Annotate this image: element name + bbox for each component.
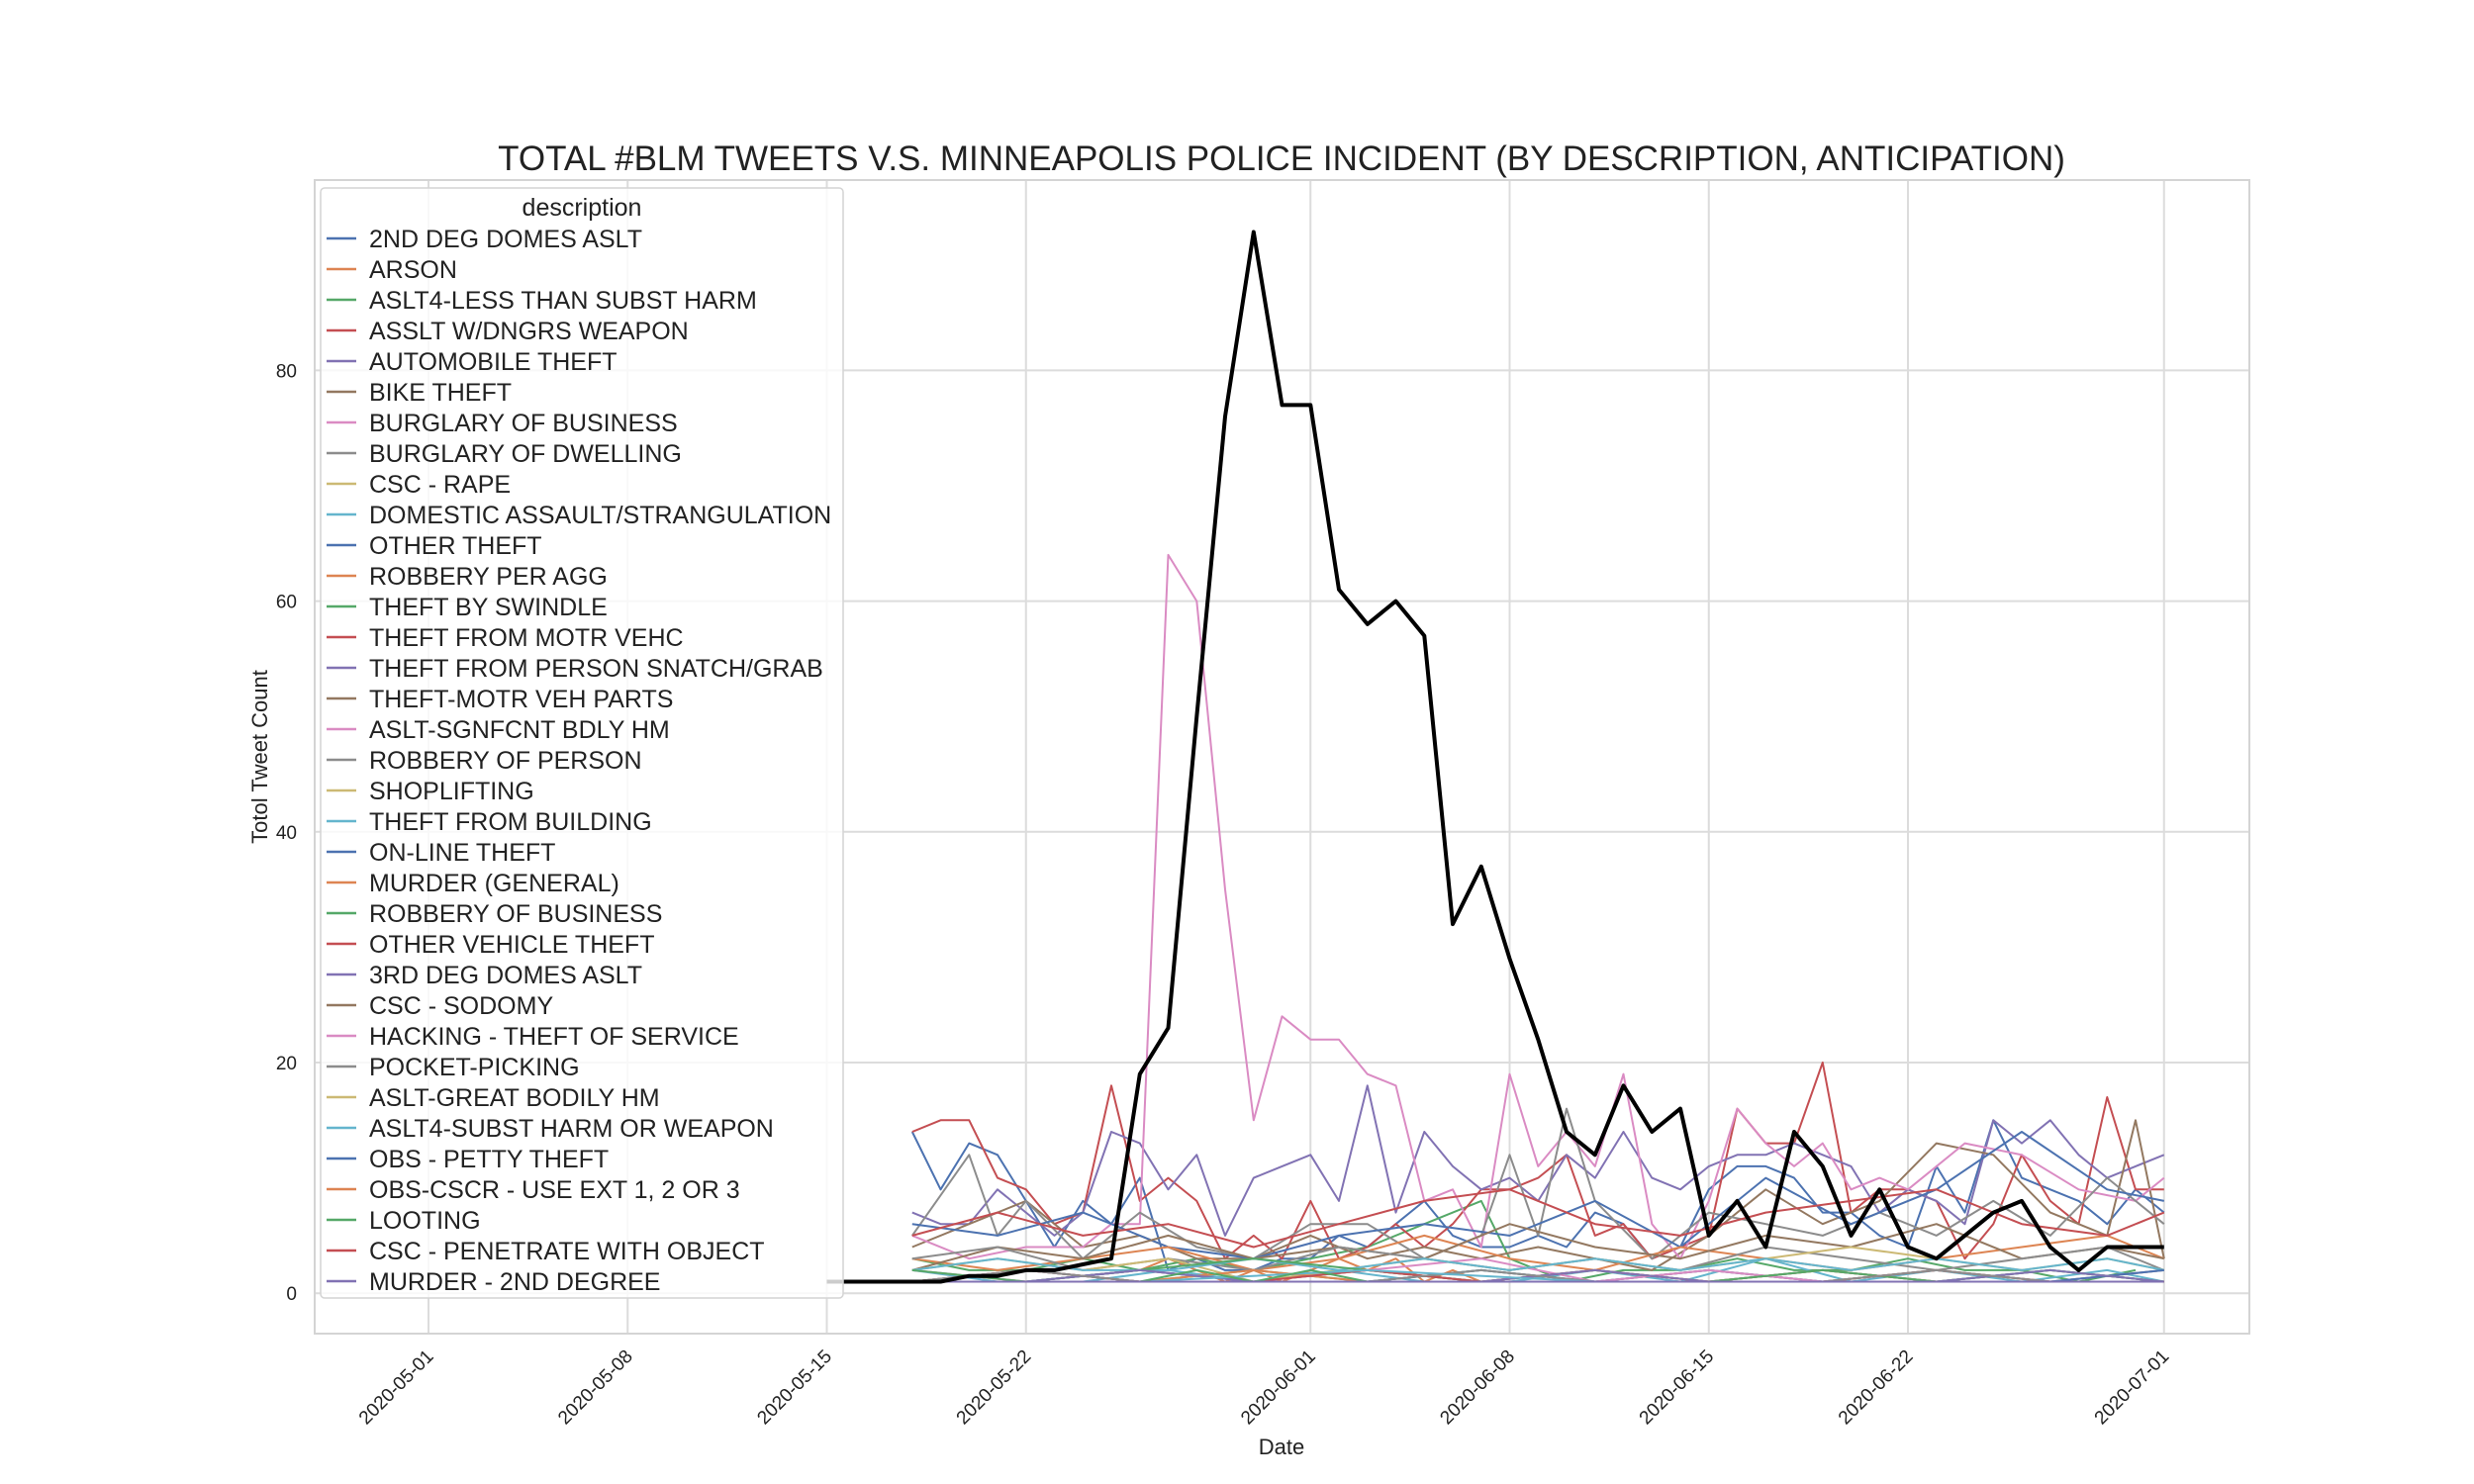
legend-item-label: ARSON	[369, 256, 457, 284]
legend-item-label: CSC - SODOMY	[369, 992, 553, 1020]
series-line	[911, 1257, 2164, 1271]
tweet-count-line	[826, 230, 2164, 1284]
y-tick-label: 0	[286, 1284, 297, 1305]
x-tick-label: 2020-06-22	[1835, 1346, 1918, 1430]
legend-item-label: BURGLARY OF DWELLING	[369, 440, 682, 468]
legend-item-label: ROBBERY OF PERSON	[369, 747, 642, 775]
y-ticks: 0 20 40 60 80	[276, 361, 297, 1305]
legend-item-label: ROBBERY OF BUSINESS	[369, 900, 662, 928]
legend-item-label: AUTOMOBILE THEFT	[369, 348, 618, 376]
legend-item-label: POCKET-PICKING	[369, 1054, 580, 1081]
series-line	[911, 1257, 2164, 1283]
legend-item-label: ASSLT W/DNGRS WEAPON	[369, 318, 689, 345]
legend-item-label: THEFT FROM PERSON SNATCH/GRAB	[369, 655, 823, 683]
legend-item-label: CSC - PENETRATE WITH OBJECT	[369, 1238, 765, 1265]
legend-box	[320, 187, 844, 1299]
legend-item-label: DOMESTIC ASSAULT/STRANGULATION	[369, 502, 831, 529]
x-ticks: 2020-05-01 2020-05-08 2020-05-15 2020-05-22…	[355, 1346, 2173, 1430]
plot-area	[314, 179, 2250, 1335]
series-line	[911, 1188, 2165, 1249]
chart-title: TOTAL #BLM TWEETS V.S. MINNEAPOLIS POLIC…	[498, 139, 2065, 178]
y-tick-label: 60	[276, 593, 297, 613]
legend-item-label: ASLT-GREAT BODILY HM	[369, 1084, 660, 1112]
legend-item-label: MURDER (GENERAL)	[369, 870, 619, 897]
y-tick-label: 20	[276, 1054, 297, 1074]
legend-item-label: HACKING - THEFT OF SERVICE	[369, 1023, 739, 1051]
x-tick-label: 2020-05-08	[554, 1346, 637, 1430]
series-lines	[910, 553, 2165, 1283]
y-tick-label: 40	[276, 823, 297, 844]
legend: description 2ND DEG DOMES ASLT ARSON ASLT4…	[320, 187, 844, 1299]
legend-item-label: ROBBERY PER AGG	[369, 563, 608, 591]
legend-title: description	[523, 194, 642, 222]
y-tick-label: 80	[276, 361, 297, 382]
legend-item-label: OTHER THEFT	[369, 532, 542, 560]
tweet-line-group	[826, 230, 2164, 1284]
y-axis-label: Totol Tweet Count	[247, 670, 272, 844]
series-line	[911, 1084, 2165, 1237]
x-tick-label: 2020-06-08	[1436, 1346, 1519, 1430]
legend-item-label: SHOPLIFTING	[369, 778, 534, 805]
legend-item-label: OBS-CSCR - USE EXT 1, 2 OR 3	[369, 1176, 740, 1204]
legend-item-label: THEFT FROM MOTR VEHC	[369, 624, 684, 652]
legend-item-label: BURGLARY OF BUSINESS	[369, 410, 678, 437]
x-tick-label: 2020-06-15	[1636, 1346, 1719, 1430]
x-tick-label: 2020-05-22	[953, 1346, 1036, 1430]
legend-item-label: OTHER VEHICLE THEFT	[369, 931, 654, 959]
x-axis-label: Date	[1259, 1435, 1304, 1459]
legend-item-label: 3RD DEG DOMES ASLT	[369, 962, 642, 989]
x-tick-label: 2020-07-01	[2091, 1346, 2174, 1430]
legend-item-label: 2ND DEG DOMES ASLT	[369, 226, 642, 253]
legend-item-label: MURDER - 2ND DEGREE	[369, 1268, 660, 1296]
series-line	[911, 1268, 2164, 1283]
series-line	[911, 1223, 2164, 1271]
series-line	[911, 553, 2165, 1260]
x-tick-label: 2020-06-01	[1237, 1346, 1320, 1430]
series-line	[911, 1119, 2165, 1271]
legend-item-label: ASLT-SGNFCNT BDLY HM	[369, 716, 670, 744]
legend-item-label: ASLT4-SUBST HARM OR WEAPON	[369, 1115, 774, 1143]
legend-item-label: ON-LINE THEFT	[369, 839, 555, 867]
legend-item-label: OBS - PETTY THEFT	[369, 1146, 609, 1173]
legend-item-label: ASLT4-LESS THAN SUBST HARM	[369, 287, 757, 315]
legend-item-label: LOOTING	[369, 1207, 481, 1235]
legend-item-label: THEFT FROM BUILDING	[369, 808, 652, 836]
legend-item-label: CSC - RAPE	[369, 471, 511, 499]
x-tick-label: 2020-05-01	[355, 1346, 438, 1430]
legend-item-label: BIKE THEFT	[369, 379, 512, 407]
x-tick-label: 2020-05-15	[753, 1346, 836, 1430]
legend-item-label: THEFT BY SWINDLE	[369, 594, 608, 621]
legend-item-label: THEFT-MOTR VEH PARTS	[369, 686, 673, 713]
series-line	[911, 1062, 2164, 1260]
